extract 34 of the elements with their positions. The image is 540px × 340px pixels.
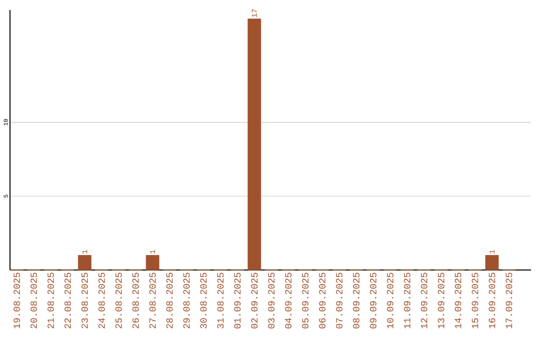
- x-tick-label: 06.09.2025: [319, 272, 326, 328]
- bar: [78, 255, 92, 270]
- x-tick-label: 05.09.2025: [302, 272, 309, 328]
- x-tick-label: 25.08.2025: [115, 272, 122, 328]
- x-tick-label: 12.09.2025: [420, 272, 428, 328]
- x-tick-label: 08.09.2025: [353, 272, 360, 328]
- x-tick-label: 07.09.2025: [336, 272, 342, 328]
- x-tick-label: 19.08.2025: [14, 272, 20, 328]
- x-tick-label: 22.08.2025: [64, 272, 71, 328]
- x-tick-label: 21.08.2025: [48, 272, 54, 328]
- x-tick-label: 31.08.2025: [217, 272, 224, 328]
- x-tick-label: 11.09.2025: [404, 272, 410, 328]
- x-tick-label: 04.09.2025: [285, 272, 292, 328]
- x-tick-label: 01.09.2025: [234, 272, 241, 328]
- x-tick-label: 28.08.2025: [166, 272, 173, 328]
- x-tick-label: 30.08.2025: [200, 272, 207, 328]
- x-tick-label: 15.09.2025: [472, 272, 478, 328]
- x-tick-label: 10.09.2025: [386, 272, 394, 328]
- x-tick-label: 13.09.2025: [438, 272, 444, 328]
- x-tick-label: 27.08.2025: [149, 272, 156, 328]
- x-tick-label: 14.09.2025: [454, 272, 462, 328]
- x-tick-label: 17.09.2025: [506, 272, 512, 328]
- bar: [485, 255, 499, 270]
- x-tick-label: 23.08.2025: [81, 272, 88, 328]
- x-tick-label: 24.08.2025: [98, 272, 105, 328]
- bar: [146, 255, 160, 270]
- bar: [248, 18, 262, 270]
- x-tick-label: 03.09.2025: [268, 272, 275, 328]
- x-tick-label: 09.09.2025: [370, 272, 376, 328]
- x-tick-label: 29.08.2025: [183, 272, 190, 328]
- x-tick-label: 26.08.2025: [132, 272, 139, 328]
- x-tick-label: 20.08.2025: [30, 272, 37, 328]
- x-tick-label: 16.09.2025: [488, 272, 496, 328]
- x-tick-label: 02.09.2025: [251, 272, 258, 328]
